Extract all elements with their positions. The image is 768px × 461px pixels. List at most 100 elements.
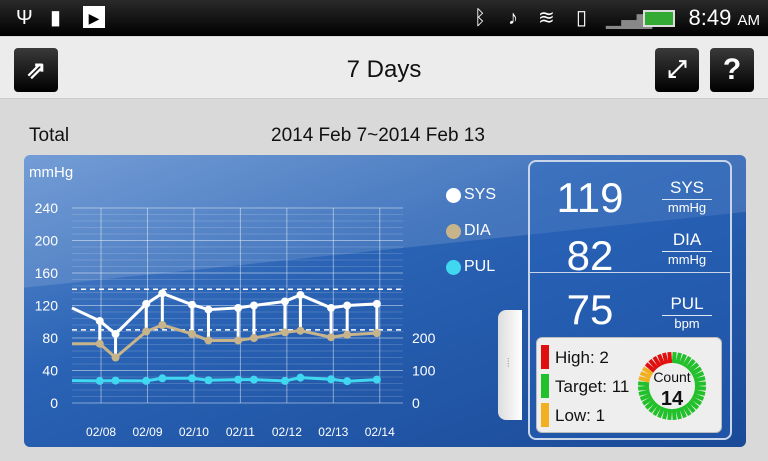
gauge-segment-low [638, 376, 651, 383]
legend-pul: PUL [446, 258, 495, 276]
x-tick-label: 02/09 [132, 425, 162, 439]
data-point-pul [204, 376, 213, 385]
high-swatch [541, 345, 549, 369]
dia-value: 82 [566, 232, 614, 279]
data-point-dia [142, 327, 151, 336]
pul-label-group: PUL bpm [662, 294, 712, 331]
drawer-handle[interactable]: ⦙ [498, 310, 522, 420]
gauge-segment-target [682, 355, 692, 368]
y-tick-label: 40 [42, 363, 58, 379]
data-point-pul [188, 374, 197, 383]
sys-value: 119 [556, 174, 624, 221]
status-bar: Ψ ▮ ▶ ᛒ ♪ ≋ ▯ ▁▃▅ 8:49 AM [0, 0, 768, 36]
data-point-dia [158, 321, 167, 329]
gauge-segment-target [652, 404, 662, 417]
gauge-segment-target [688, 362, 700, 373]
data-point-pul [372, 375, 381, 384]
data-point-sys [249, 301, 258, 310]
data-point-sys [372, 299, 381, 308]
legend-sys-label: SYS [464, 186, 497, 203]
x-tick-label: 02/14 [365, 425, 395, 439]
legend-dia: DIA [446, 222, 491, 240]
data-point-pul [234, 375, 243, 384]
gauge-segment-target [690, 366, 703, 376]
help-icon: ? [722, 53, 742, 86]
data-point-pul [111, 376, 120, 385]
date-range: 2014 Feb 7~2014 Feb 13 [271, 125, 485, 146]
y-tick-label: 240 [35, 200, 59, 216]
gauge-segment-target [678, 406, 687, 419]
data-point-dia [372, 329, 381, 338]
gauge-segment-target [693, 389, 706, 396]
y-tick-label: 160 [35, 265, 59, 281]
series-line-pul [71, 376, 377, 383]
help-button[interactable]: ? [710, 48, 754, 92]
gauge-segment-target [682, 404, 692, 417]
sys-label-group: SYS mmHg [662, 178, 712, 215]
pul-value: 75 [566, 286, 614, 333]
dia-label: DIA [662, 230, 712, 252]
y-tick-label: 80 [42, 330, 58, 346]
data-point-sys [158, 289, 167, 298]
data-point-dia [327, 333, 336, 342]
data-point-dia [204, 336, 213, 345]
mute-icon: ♪ [508, 7, 518, 29]
x-tick-label: 02/08 [86, 425, 116, 439]
data-point-dia [234, 336, 243, 345]
y2-tick-label: 0 [412, 395, 420, 411]
sys-unit: mmHg [667, 200, 707, 215]
clock-time: 8:49 [688, 5, 732, 30]
gauge-segment-target [675, 407, 682, 420]
dia-label-group: DIA mmHg [662, 230, 712, 267]
legend-dia-label: DIA [464, 222, 491, 239]
android-debug-icon: ▮ [50, 7, 62, 29]
gauge-segment-target [685, 358, 696, 370]
data-point-sys [111, 329, 120, 338]
dia-unit: mmHg [667, 252, 707, 267]
data-point-sys [95, 316, 104, 325]
sd-card-icon: ▯ [576, 7, 588, 29]
gauge-segment-high [648, 358, 659, 370]
data-point-pul [296, 373, 305, 382]
legend-sys: SYS [446, 186, 496, 204]
data-point-dia [249, 334, 258, 342]
gauge-segment-target [662, 407, 669, 420]
gauge-segment-target [685, 402, 696, 414]
y-axis-label: mmHg [29, 164, 73, 181]
share-button[interactable]: ⇗ [14, 48, 58, 92]
y-tick-label: 120 [35, 298, 59, 314]
grip-icon: ⦙ [507, 356, 510, 370]
x-tick-label: 02/11 [226, 425, 255, 439]
usb-icon: Ψ [16, 7, 33, 29]
data-point-pul [95, 376, 104, 385]
battery-charging-icon [643, 10, 675, 27]
gauge-segment-target [639, 392, 652, 401]
series-line-dia [72, 323, 377, 360]
gauge-segment-target [637, 381, 650, 387]
legend-pul-label: PUL [464, 258, 496, 275]
data-point-sys [142, 299, 151, 308]
gauge-segment-target [648, 402, 659, 414]
clock-ampm: AM [737, 12, 761, 29]
gauge-segment-low [639, 371, 652, 380]
gauge-segment-target [667, 408, 673, 421]
data-point-pul [142, 376, 151, 385]
gauge-segment-target [675, 352, 682, 365]
x-tick-label: 02/13 [318, 425, 348, 439]
data-point-pul [249, 375, 258, 384]
fullscreen-button[interactable]: ⤢ [655, 48, 699, 92]
summary-label: Total [29, 125, 70, 146]
page-title: 7 Days [346, 56, 422, 83]
bluetooth-icon: ᛒ [474, 7, 486, 29]
gauge-segment-target [678, 353, 687, 366]
data-point-pul [343, 377, 352, 386]
legend-pul-swatch [446, 259, 461, 275]
gauge-segment-high [667, 351, 673, 364]
data-point-sys [188, 300, 197, 309]
gauge-segment-high [644, 362, 656, 373]
fullscreen-icon: ⤢ [667, 56, 687, 83]
gauge-segment-target [671, 408, 677, 421]
y2-tick-label: 100 [412, 363, 436, 379]
gauge-segment-high [652, 355, 662, 368]
